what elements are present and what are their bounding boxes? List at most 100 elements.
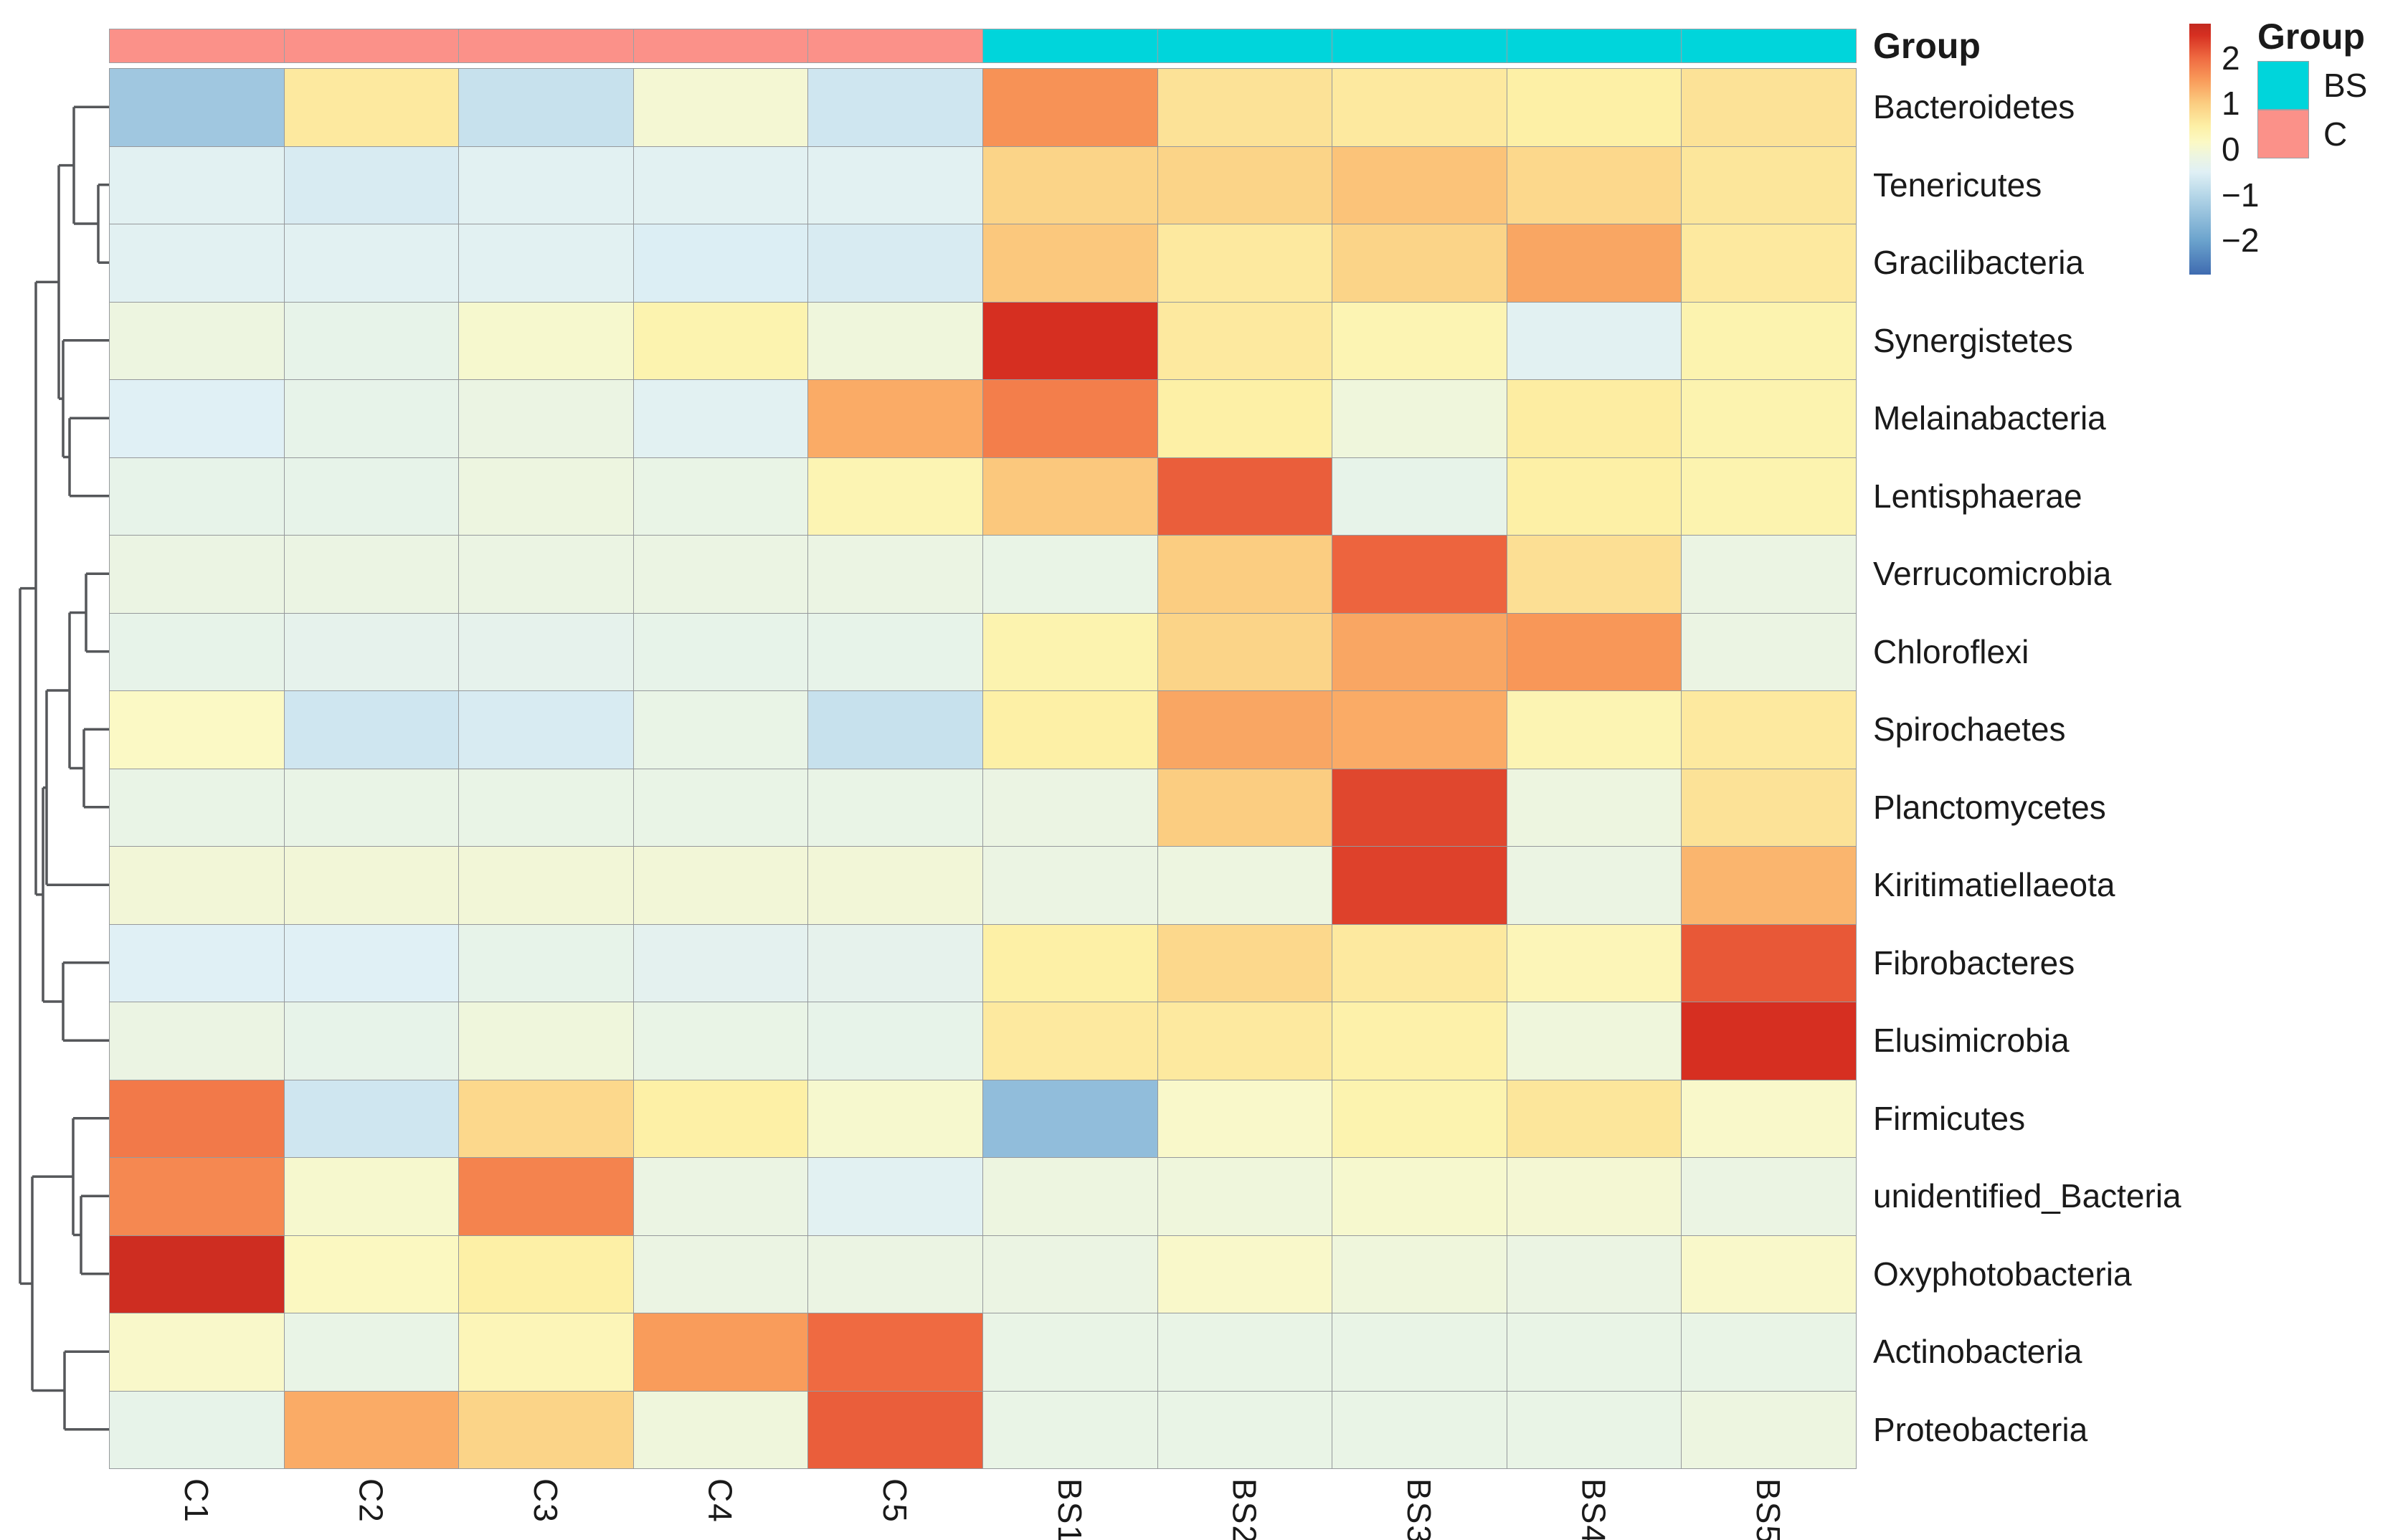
colorbar-tick-label: −1 — [2222, 176, 2260, 214]
heatmap-cell — [283, 301, 460, 380]
heatmap-cell — [458, 846, 634, 925]
heatmap-cell — [283, 379, 460, 458]
heatmap-cell — [1332, 457, 1507, 536]
heatmap-cell — [1332, 1390, 1507, 1469]
heatmap-cell — [1681, 535, 1857, 614]
annotation-cell — [458, 29, 634, 63]
row-label: Synergistetes — [1873, 321, 2073, 359]
heatmap-cell — [1332, 1235, 1507, 1313]
heatmap-cell — [1506, 1002, 1682, 1080]
heatmap-cell — [1681, 1313, 1857, 1392]
heatmap-cell — [1157, 923, 1333, 1002]
heatmap-cell — [1506, 301, 1682, 380]
heatmap-cell — [1332, 146, 1507, 224]
colorbar-tick-label: −2 — [2222, 222, 2260, 260]
row-label: Verrucomicrobia — [1873, 555, 2112, 593]
heatmap-cell — [807, 535, 983, 614]
heatmap-cell — [632, 923, 809, 1002]
heatmap-cell — [982, 301, 1158, 380]
heatmap-cell — [1681, 1079, 1857, 1158]
heatmap-cell — [1332, 1313, 1507, 1392]
column-label: C4 — [701, 1478, 739, 1524]
heatmap-cell — [632, 224, 809, 303]
heatmap-cell — [109, 1313, 285, 1392]
heatmap-cell — [1332, 690, 1507, 769]
heatmap-cell — [632, 146, 809, 224]
heatmap-cell — [807, 1390, 983, 1469]
heatmap-cell — [1332, 379, 1507, 458]
heatmap-cell — [1506, 535, 1682, 614]
heatmap-cell — [632, 768, 809, 847]
heatmap-cell — [632, 1079, 809, 1158]
heatmap-cell — [982, 1079, 1158, 1158]
heatmap-cell — [1157, 224, 1333, 303]
heatmap-cell — [109, 1235, 285, 1313]
heatmap-cell — [109, 535, 285, 614]
heatmap-cell — [982, 846, 1158, 925]
heatmap-cell — [1157, 1002, 1333, 1080]
heatmap-cell — [1157, 690, 1333, 769]
legend-swatch-c — [2257, 110, 2309, 158]
heatmap-cell — [1681, 301, 1857, 380]
column-label: C3 — [527, 1478, 564, 1524]
heatmap-cell — [283, 846, 460, 925]
heatmap-cell — [1157, 1390, 1333, 1469]
heatmap-cell — [807, 690, 983, 769]
heatmap-cell — [807, 846, 983, 925]
heatmap-cell — [982, 612, 1158, 691]
heatmap-cell — [1332, 68, 1507, 147]
heatmap-cell — [1332, 1002, 1507, 1080]
annotation-cell — [982, 29, 1158, 63]
heatmap-cell — [109, 457, 285, 536]
heatmap-cell — [109, 301, 285, 380]
heatmap-cell — [982, 457, 1158, 536]
heatmap-cell — [1332, 535, 1507, 614]
heatmap-cell — [109, 612, 285, 691]
heatmap-cell — [283, 1235, 460, 1313]
heatmap-cell — [109, 146, 285, 224]
heatmap-cell — [982, 68, 1158, 147]
heatmap-cell — [1157, 1313, 1333, 1392]
heatmap-cell — [109, 1002, 285, 1080]
annotation-bar-title: Group — [1873, 26, 1981, 66]
heatmap-cell — [1332, 301, 1507, 380]
heatmap-cell — [632, 1313, 809, 1392]
heatmap-cell — [807, 1313, 983, 1392]
heatmap-cell — [1157, 612, 1333, 691]
heatmap-cell — [632, 379, 809, 458]
heatmap-cell — [632, 301, 809, 380]
legend-title: Group — [2257, 16, 2365, 57]
heatmap-cell — [807, 224, 983, 303]
column-label: BS1 — [1051, 1478, 1089, 1540]
heatmap-cell — [1506, 68, 1682, 147]
row-label: Kiritimatiellaeota — [1873, 866, 2115, 904]
heatmap-cell — [1681, 1390, 1857, 1469]
heatmap-cell — [982, 224, 1158, 303]
annotation-cell — [1506, 29, 1682, 63]
heatmap-cell — [458, 1002, 634, 1080]
column-label: BS3 — [1400, 1478, 1438, 1540]
heatmap-cell — [982, 690, 1158, 769]
row-label: unidentified_Bacteria — [1873, 1177, 2181, 1215]
heatmap-cell — [283, 1157, 460, 1236]
heatmap-cell — [1506, 768, 1682, 847]
heatmap-cell — [283, 1390, 460, 1469]
row-label: Firmicutes — [1873, 1099, 2026, 1137]
heatmap-cell — [1332, 846, 1507, 925]
heatmap-cell — [632, 68, 809, 147]
heatmap-cell — [1157, 1235, 1333, 1313]
heatmap-cell — [458, 68, 634, 147]
heatmap-cell — [1506, 379, 1682, 458]
heatmap-cell — [982, 535, 1158, 614]
heatmap-cell — [632, 690, 809, 769]
column-label: C5 — [876, 1478, 914, 1524]
heatmap-cell — [458, 768, 634, 847]
row-label: Oxyphotobacteria — [1873, 1255, 2132, 1293]
legend-label-bs: BS — [2323, 67, 2368, 104]
heatmap-cell — [632, 1390, 809, 1469]
heatmap-cell — [109, 690, 285, 769]
heatmap-cell — [807, 923, 983, 1002]
row-label: Fibrobacteres — [1873, 944, 2075, 981]
heatmap-cell — [1506, 1313, 1682, 1392]
heatmap-cell — [283, 923, 460, 1002]
